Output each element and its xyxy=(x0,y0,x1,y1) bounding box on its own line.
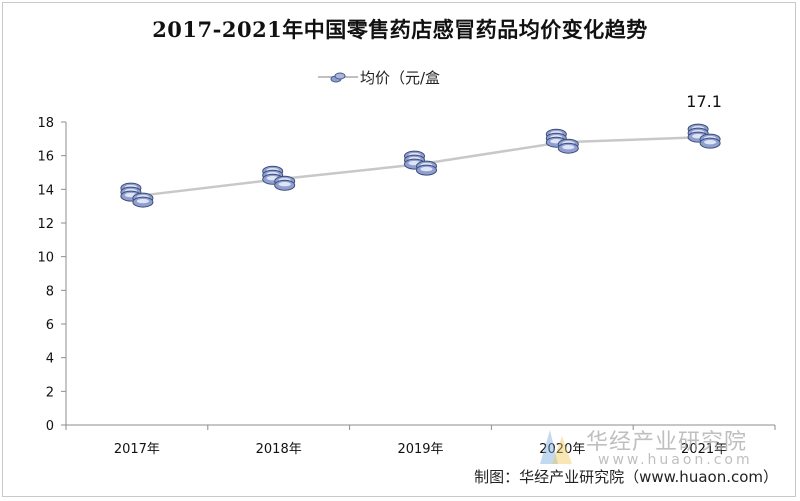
legend: 均价（元/盒 xyxy=(318,66,440,88)
data-label: 17.1 xyxy=(686,92,722,111)
x-tick-label: 2019年 xyxy=(397,442,443,457)
y-tick-label: 18 xyxy=(37,116,54,131)
coin-stack-icon xyxy=(262,165,296,191)
y-tick-label: 0 xyxy=(46,419,54,434)
y-tick-label: 4 xyxy=(46,352,54,367)
chart-title: 2017-2021年中国零售药店感冒药品均价变化趋势 xyxy=(152,17,648,42)
coin-stack-icon xyxy=(545,128,579,154)
y-tick-label: 12 xyxy=(37,217,54,232)
y-tick-label: 2 xyxy=(46,385,54,400)
y-tick-label: 8 xyxy=(46,284,54,299)
coin-stack-icon xyxy=(120,182,154,208)
x-tick-label: 2020年 xyxy=(539,442,585,457)
coin-stack-icon xyxy=(330,72,346,83)
y-tick-label: 6 xyxy=(46,318,54,333)
coin-stack-icon xyxy=(687,123,721,149)
source-note: 制图：华经产业研究院（www.huaon.com） xyxy=(474,468,778,486)
coin-stack-icon xyxy=(404,150,437,176)
legend-line xyxy=(318,72,358,83)
y-tick-label: 10 xyxy=(37,251,54,266)
y-tick-label: 14 xyxy=(37,183,54,198)
x-tick-label: 2021年 xyxy=(681,442,727,457)
y-tick-label: 16 xyxy=(37,150,54,165)
x-tick-label: 2018年 xyxy=(256,442,302,457)
legend-series-label: 均价（元/盒 xyxy=(360,68,441,87)
x-tick-label: 2017年 xyxy=(114,442,160,457)
